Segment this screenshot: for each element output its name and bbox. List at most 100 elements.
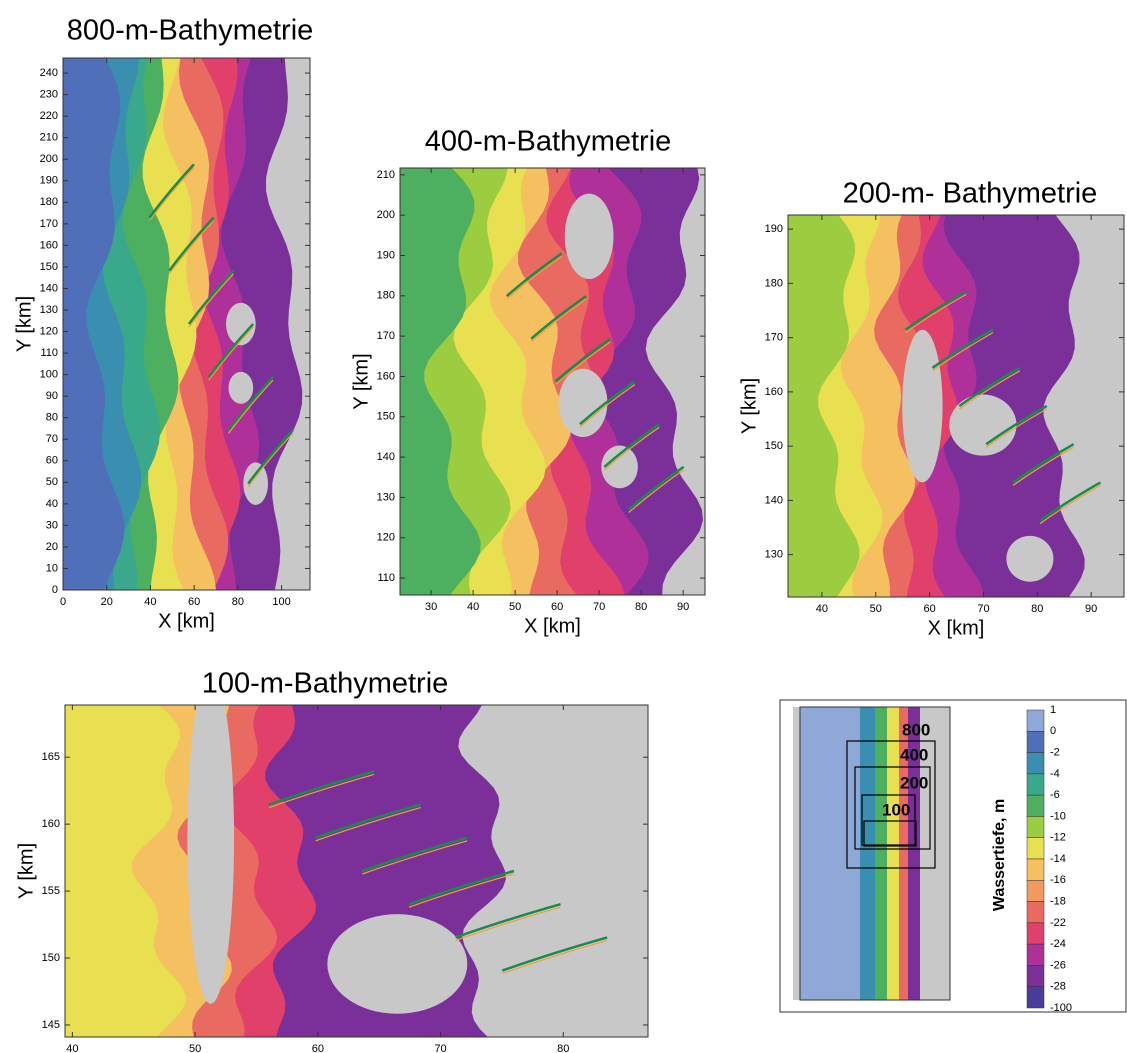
colorbar-label: -12 — [1050, 832, 1066, 844]
colorbar-label: -100 — [1050, 1002, 1072, 1014]
x-tick-label: 70 — [977, 603, 989, 615]
colorbar-swatch — [1027, 753, 1044, 774]
inset-label: 100 — [882, 800, 910, 819]
y-tick-label: 30 — [46, 519, 58, 531]
land-island — [565, 194, 614, 279]
land-island — [601, 446, 638, 489]
y-tick-label: 50 — [46, 476, 58, 488]
x-tick-label: 40 — [144, 596, 156, 608]
y-tick-label: 220 — [40, 110, 58, 122]
panel-title: 800-m-Bathymetrie — [67, 15, 314, 47]
y-tick-label: 0 — [52, 584, 58, 596]
inset-zone — [800, 707, 860, 1000]
x-tick-label: 30 — [425, 601, 437, 613]
x-tick-label: 60 — [551, 601, 563, 613]
land-island — [228, 372, 253, 404]
x-tick-label: 60 — [312, 1043, 324, 1053]
colorbar-swatch — [1027, 838, 1044, 859]
y-tick-label: 40 — [46, 498, 58, 510]
y-tick-label: 110 — [40, 347, 58, 359]
y-tick-label: 210 — [377, 169, 395, 181]
y-tick-label: 110 — [377, 572, 395, 584]
y-tick-label: 145 — [42, 1019, 60, 1031]
colorbar-swatch — [1027, 923, 1044, 944]
y-tick-label: 200 — [377, 209, 395, 221]
y-tick-label: 90 — [46, 390, 58, 402]
x-tick-label: 50 — [189, 1043, 201, 1053]
y-tick-label: 150 — [765, 440, 783, 452]
colorbar-swatch — [1027, 965, 1044, 986]
y-tick-label: 170 — [765, 332, 783, 344]
colorbar-swatch — [1027, 987, 1044, 1008]
colorbar-swatch — [1027, 731, 1044, 752]
y-axis-label: Y [km] — [738, 378, 760, 434]
map — [788, 215, 1124, 597]
land-island — [243, 462, 268, 505]
y-axis-label: Y [km] — [350, 353, 372, 409]
x-tick-label: 0 — [60, 596, 66, 608]
colorbar-swatch — [1027, 795, 1044, 816]
y-tick-label: 140 — [40, 282, 58, 294]
y-tick-label: 130 — [765, 549, 783, 561]
inset-label: 800 — [902, 720, 930, 739]
land-island — [1006, 536, 1053, 582]
y-tick-label: 240 — [40, 67, 58, 79]
y-tick-label: 120 — [377, 532, 395, 544]
map — [63, 58, 310, 590]
x-tick-label: 80 — [635, 601, 647, 613]
y-tick-label: 130 — [377, 491, 395, 503]
y-tick-label: 180 — [377, 290, 395, 302]
y-tick-label: 180 — [40, 196, 58, 208]
x-tick-label: 50 — [870, 603, 882, 615]
y-tick-label: 180 — [765, 277, 783, 289]
y-tick-label: 150 — [40, 261, 58, 273]
colorbar-label: -10 — [1050, 810, 1066, 822]
y-tick-label: 20 — [46, 541, 58, 553]
x-tick-label: 80 — [1031, 603, 1043, 615]
y-tick-label: 70 — [46, 433, 58, 445]
y-tick-label: 160 — [377, 370, 395, 382]
inset-label: 200 — [900, 773, 928, 792]
y-tick-label: 200 — [40, 153, 58, 165]
colorbar-swatch — [1027, 902, 1044, 923]
land-island — [949, 395, 1016, 456]
y-tick-label: 140 — [377, 451, 395, 463]
panel-title: 200-m- Bathymetrie — [843, 178, 1098, 210]
y-tick-label: 160 — [42, 818, 60, 830]
x-tick-label: 70 — [593, 601, 605, 613]
y-tick-label: 10 — [46, 562, 58, 574]
y-tick-label: 165 — [42, 751, 60, 763]
colorbar-swatch — [1027, 710, 1044, 731]
x-tick-label: 20 — [101, 596, 113, 608]
y-tick-label: 80 — [46, 412, 58, 424]
colorbar-label: -14 — [1050, 853, 1066, 865]
colorbar-label: -4 — [1050, 768, 1060, 780]
x-tick-label: 70 — [434, 1043, 446, 1053]
y-tick-label: 210 — [40, 132, 58, 144]
x-tick-label: 60 — [923, 603, 935, 615]
y-tick-label: 150 — [42, 952, 60, 964]
land-island — [187, 672, 234, 1004]
colorbar-label: -2 — [1050, 746, 1060, 758]
colorbar-label: 0 — [1050, 725, 1056, 737]
y-tick-label: 190 — [40, 175, 58, 187]
y-tick-label: 155 — [42, 885, 60, 897]
colorbar-label: -22 — [1050, 917, 1066, 929]
x-tick-label: 60 — [188, 596, 200, 608]
y-tick-label: 120 — [40, 325, 58, 337]
panel-title: 400-m-Bathymetrie — [425, 126, 672, 158]
colorbar-swatch — [1027, 774, 1044, 795]
inset-label: 400 — [900, 745, 928, 764]
colorbar-swatch — [1027, 944, 1044, 965]
y-axis-label: Y [km] — [13, 296, 35, 352]
x-tick-label: 40 — [816, 603, 828, 615]
colorbar-label: 1 — [1050, 704, 1056, 716]
map — [400, 168, 705, 595]
colorbar-title: Wassertiefe, m — [991, 799, 1008, 911]
y-axis-label: Y [km] — [15, 843, 37, 899]
y-tick-label: 140 — [765, 494, 783, 506]
x-tick-label: 80 — [232, 596, 244, 608]
y-tick-label: 60 — [46, 455, 58, 467]
colorbar-swatch — [1027, 859, 1044, 880]
map — [65, 672, 648, 1037]
